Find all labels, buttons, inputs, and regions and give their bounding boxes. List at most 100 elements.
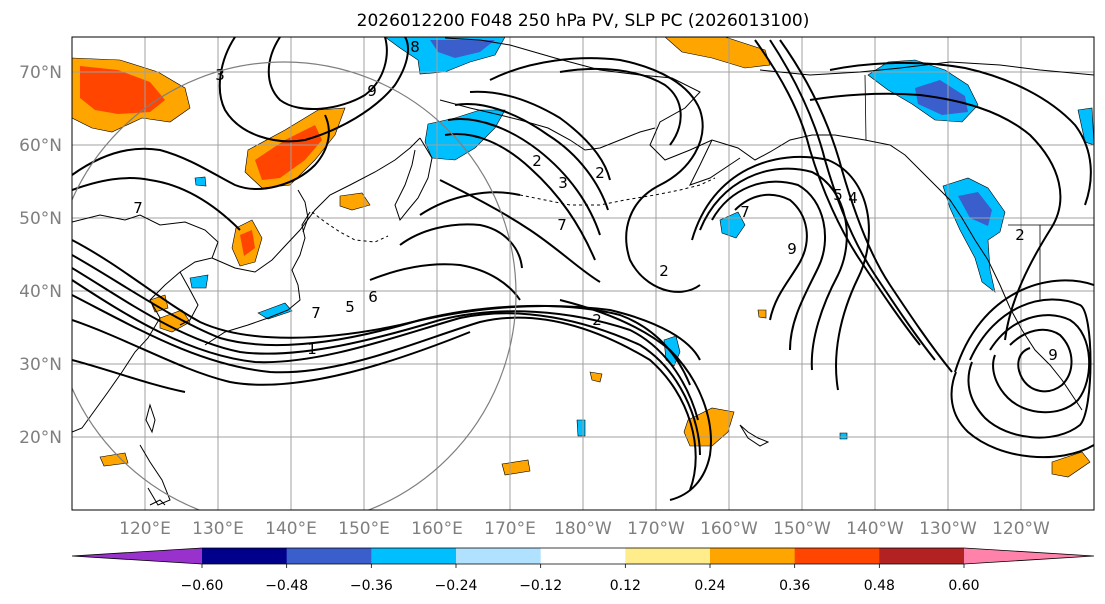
contour-line [711, 180, 826, 351]
contour-label: 2 [659, 262, 669, 280]
longitude-label: 180°W [554, 519, 612, 539]
latitude-label: 40°N [19, 282, 62, 302]
contour-line [444, 133, 596, 261]
pv-positive-region [1051, 451, 1091, 478]
contour-line [439, 179, 601, 283]
contour-line [419, 191, 521, 216]
colorbar-cell [794, 548, 880, 564]
pv-positive-region [255, 125, 322, 180]
longitude-label: 140°W [846, 519, 904, 539]
contour-label: 6 [368, 288, 378, 306]
contour-label: 2 [592, 311, 602, 329]
contour-line [559, 67, 682, 146]
contour-line [267, 37, 388, 111]
colorbar-cell [625, 548, 711, 564]
contour-label: 9 [1048, 346, 1058, 364]
contour-line [72, 177, 241, 231]
contour-line [72, 359, 186, 393]
japan-coastline [204, 211, 311, 346]
longitude-label: 120°W [992, 519, 1050, 539]
kamchatka-coastline [394, 137, 433, 222]
pv-negative-region [1077, 107, 1094, 146]
aleutian-islands [519, 177, 716, 206]
colorbar-extension-high [964, 548, 1094, 564]
longitude-label: 170°E [484, 519, 536, 539]
colorbar: −0.60 −0.48 −0.36 −0.24 −0.12 0.12 0.24 0.36 0.4… [71, 547, 1095, 594]
contour-label: 1 [307, 340, 317, 358]
colorbar-cell [286, 548, 372, 564]
distance-ring [72, 61, 517, 510]
colorbar-cell [371, 548, 457, 564]
contour-label: 5 [833, 186, 843, 204]
colorbar-cell [456, 548, 542, 564]
contour-line [754, 39, 921, 346]
colorbar-tick-label: 0.48 [864, 578, 895, 594]
contour-line [469, 90, 611, 181]
contour-label: 3 [215, 66, 225, 84]
latitude-label: 60°N [19, 136, 62, 156]
contour-line [369, 263, 521, 301]
contour-line [454, 103, 609, 211]
arctic-coastline [759, 61, 1094, 76]
contour-label: 4 [848, 189, 858, 207]
chukotka-coastline [439, 99, 656, 151]
hawaii-islands [739, 424, 770, 447]
contour-label: 2 [532, 152, 542, 170]
contour-line [72, 114, 330, 190]
pv-positive-region [664, 37, 771, 69]
map-frame [71, 36, 1095, 511]
contour-line [734, 193, 808, 321]
contour-line [72, 279, 701, 456]
canada-border [864, 74, 1094, 300]
pv-negative-region [194, 176, 207, 187]
colorbar-cell [202, 548, 288, 564]
pv-positive-region [240, 230, 255, 256]
asia-coastline [211, 137, 421, 273]
contour-label: 9 [787, 240, 797, 258]
contour-label: 7 [557, 216, 567, 234]
contour-line [72, 254, 691, 386]
latitude-label: 50°N [19, 209, 62, 229]
alaska-coastline [689, 139, 741, 186]
contour-line [691, 155, 870, 391]
contour-line [699, 167, 848, 371]
contour-label: 7 [133, 199, 143, 217]
contour-line [399, 223, 523, 269]
contour-label: 2 [1015, 226, 1025, 244]
contour-label: 2 [595, 164, 605, 182]
contour-label: 7 [311, 304, 321, 322]
colorbar-tick-label: 0.60 [948, 578, 979, 594]
pv-negative-region [576, 419, 586, 437]
colorbar-cell [540, 548, 626, 564]
colorbar-tick-label: 0.36 [779, 578, 810, 594]
contour-line [950, 279, 1094, 459]
pv-positive-region [80, 66, 165, 114]
pv-positive-region [159, 309, 191, 333]
contour-line [967, 298, 1092, 439]
longitude-label: 120°E [119, 519, 171, 539]
contour-line [489, 57, 704, 293]
longitude-label: 160°E [411, 519, 463, 539]
colorbar-tick-label: −0.12 [519, 578, 562, 594]
latitude-label: 70°N [19, 63, 62, 83]
contour-line [72, 294, 697, 491]
contour-line [989, 314, 1091, 414]
longitude-label: 160°W [700, 519, 758, 539]
colorbar-tick-label: 0.24 [694, 578, 725, 594]
colorbar-tick-label: −0.48 [265, 578, 308, 594]
longitude-label: 150°W [773, 519, 831, 539]
contour-line [447, 118, 601, 236]
contour-line [1009, 328, 1073, 393]
latitude-label: 20°N [19, 428, 62, 448]
longitude-labels: 120°E 130°E 140°E 150°E 160°E 170°E 180°W 170°W… [119, 519, 1050, 539]
contour-line [829, 61, 1092, 206]
colorbar-tick-label: −0.36 [350, 578, 393, 594]
longitude-label: 150°E [338, 519, 390, 539]
latitude-labels: 70°N 60°N 50°N 40°N 30°N 20°N [19, 63, 62, 448]
contour-label: 8 [410, 38, 420, 56]
pv-positive-region [501, 459, 531, 476]
japan-islands [149, 499, 166, 506]
sakhalin-coastline [297, 189, 309, 233]
